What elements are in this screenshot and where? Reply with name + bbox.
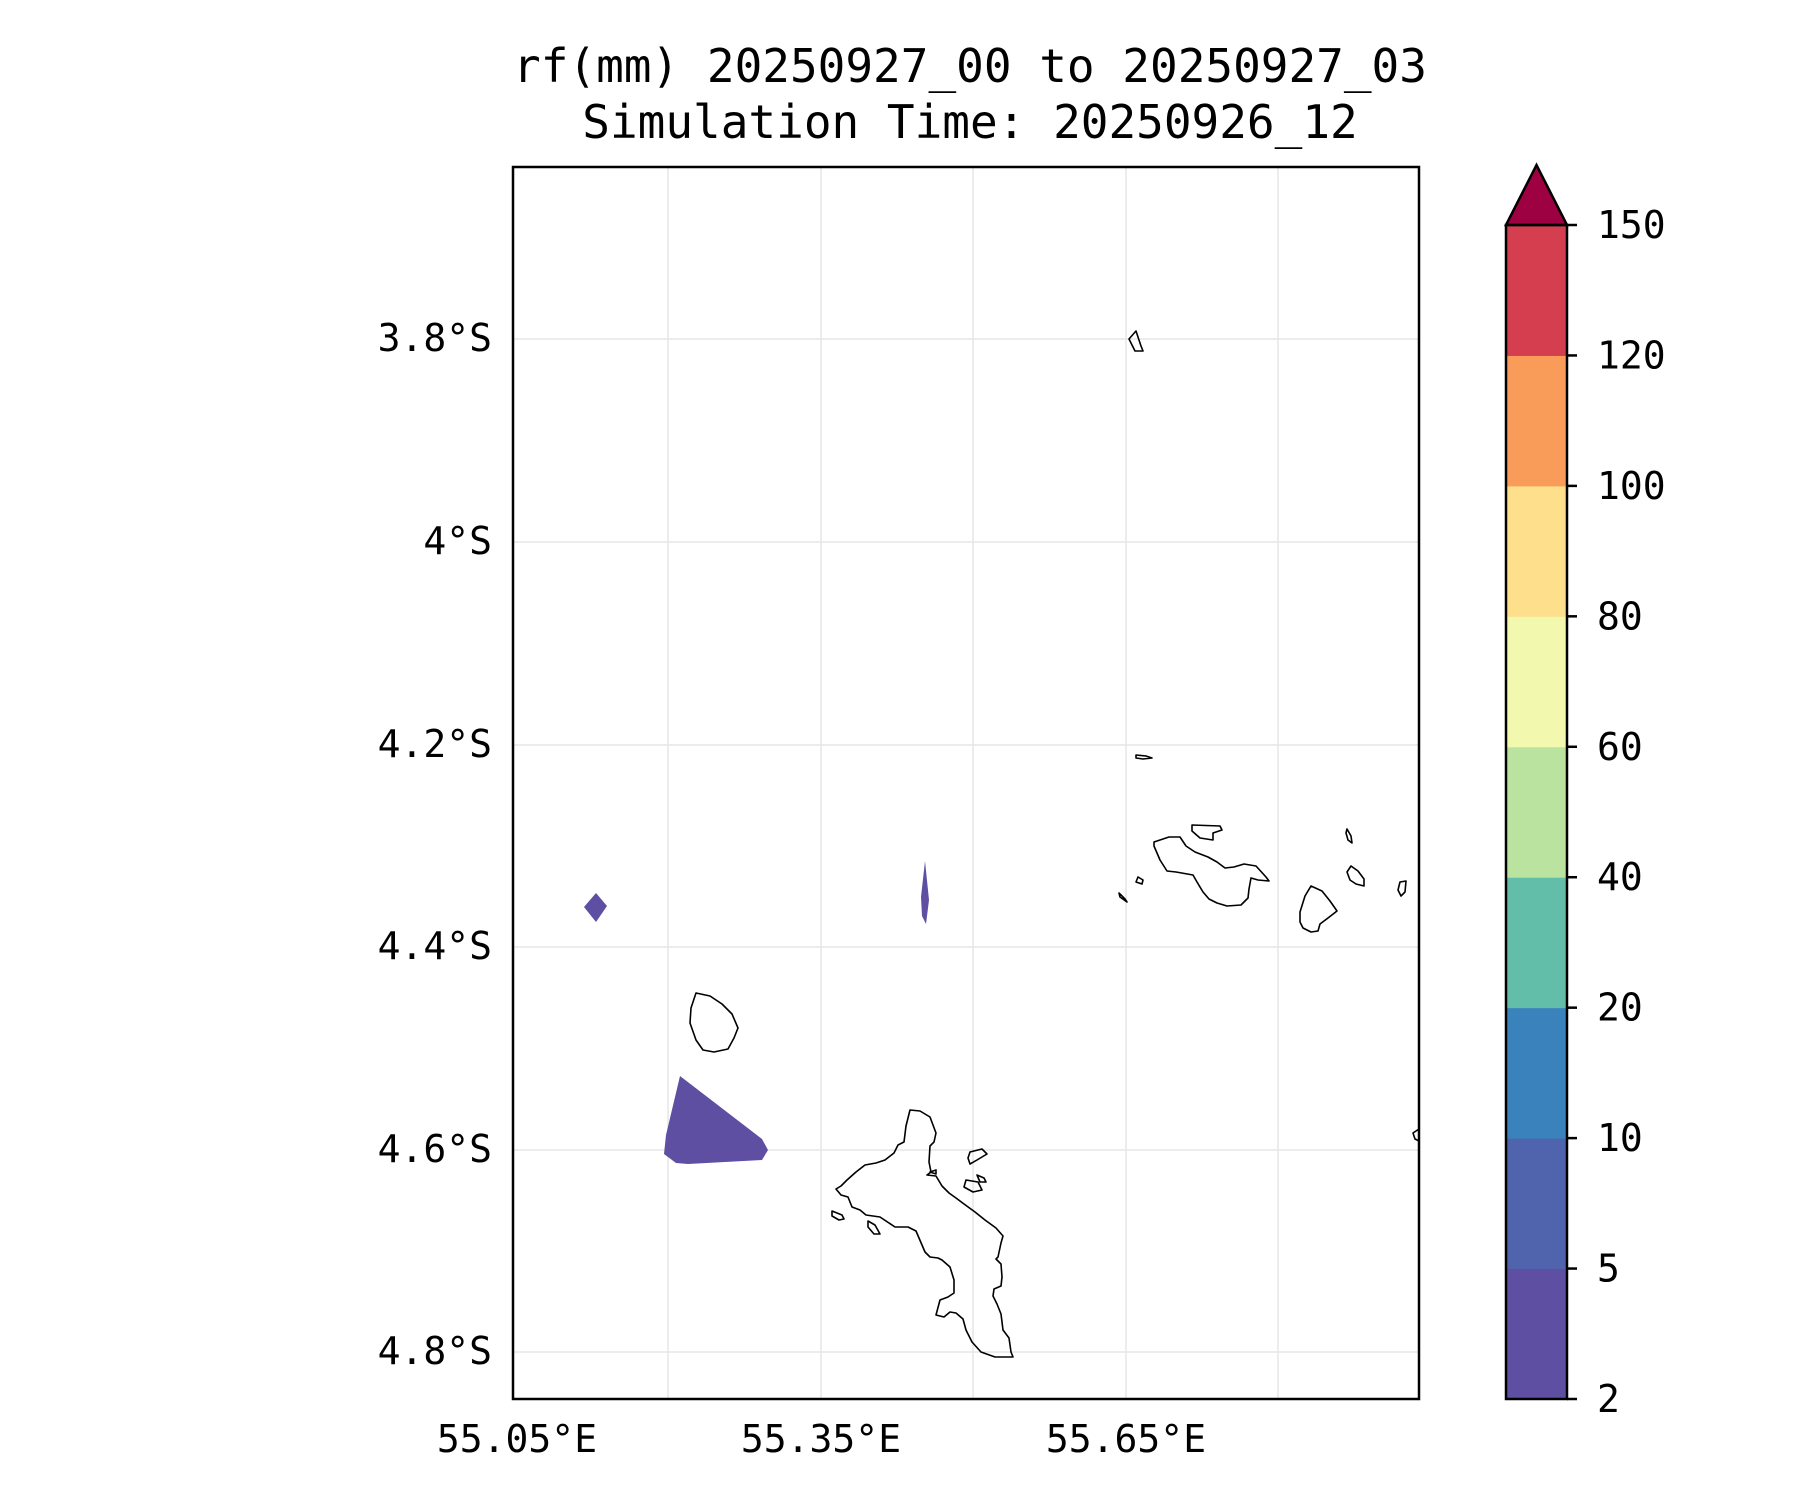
lon-tick-labels: 55.05°E 55.35°E 55.65°E [437, 1417, 1206, 1461]
coast-islet-east-edge [1412, 1128, 1420, 1142]
colorbar-segment [1506, 616, 1567, 748]
coast-islet-conception [867, 1220, 881, 1235]
colorbar-segment [1506, 746, 1567, 878]
coast-islet-cerf [963, 1179, 983, 1193]
coast-islet-grande-soeur [1345, 828, 1353, 844]
colorbar-tick-label: 100 [1597, 464, 1666, 508]
lon-tick-label: 55.35°E [741, 1417, 901, 1461]
coast-la-digue [1299, 885, 1338, 933]
colorbar-segment [1506, 355, 1567, 487]
lat-tick-label: 4°S [423, 519, 492, 563]
colorbar: 2 5 10 20 40 60 80 100 120 150 [1503, 162, 1666, 1421]
rain-patch-west [584, 893, 607, 922]
colorbar-segment [1506, 485, 1567, 617]
coast-islet-cousin [1135, 876, 1144, 885]
colorbar-tick-label: 40 [1597, 855, 1643, 899]
coast-praslin [1153, 836, 1270, 907]
map-panel [511, 165, 1421, 1401]
colorbar-segment [1506, 1007, 1567, 1139]
coast-mahe [835, 1109, 1014, 1358]
coast-islet-therese [831, 1210, 845, 1221]
colorbar-tick-label: 5 [1597, 1247, 1620, 1291]
rain-patch-southwest [664, 1076, 768, 1164]
colorbar-segment [1506, 1138, 1567, 1270]
colorbar-tick-label: 60 [1597, 725, 1643, 769]
colorbar-segment [1506, 877, 1567, 1009]
lon-tick-label: 55.65°E [1046, 1417, 1206, 1461]
coastlines [689, 330, 1420, 1358]
coast-islet-st-anne [967, 1148, 988, 1165]
colorbar-tick-label: 80 [1597, 594, 1643, 638]
coast-islet-aride-south [1135, 754, 1153, 760]
lon-tick-label: 55.05°E [437, 1417, 597, 1461]
rain-patch-center [921, 861, 929, 924]
lat-tick-label: 3.8°S [378, 316, 492, 360]
colorbar-extend-arrow [1503, 162, 1570, 227]
map-background [513, 167, 1419, 1399]
colorbar-segment [1506, 225, 1567, 356]
rainfall-patches [584, 861, 929, 1164]
colorbar-tick-label: 120 [1597, 333, 1666, 377]
lat-tick-label: 4.6°S [378, 1127, 492, 1171]
coast-islet-cousine [1118, 892, 1128, 903]
lat-tick-label: 4.2°S [378, 722, 492, 766]
coast-curieuse [1191, 824, 1223, 841]
colorbar-segment [1506, 1268, 1567, 1400]
gridlines [513, 167, 1419, 1399]
coast-silhouette [689, 992, 739, 1053]
coast-islet-ronde [976, 1174, 987, 1183]
colorbar-tick-label: 2 [1597, 1377, 1620, 1421]
map-frame [511, 165, 1421, 1401]
lat-tick-labels: 3.8°S 4°S 4.2°S 4.4°S 4.6°S 4.8°S [378, 316, 492, 1373]
lat-tick-label: 4.8°S [378, 1329, 492, 1373]
coast-islet-small [929, 1169, 937, 1175]
title-line-1: rf(mm) 20250927_00 to 20250927_03 [513, 39, 1427, 93]
colorbar-tick-label: 20 [1597, 986, 1643, 1030]
coast-islet-north [1128, 330, 1144, 352]
title-line-2: Simulation Time: 20250926_12 [582, 95, 1357, 149]
colorbar-tick-label: 10 [1597, 1116, 1643, 1160]
coast-islet-marianne [1397, 880, 1407, 897]
colorbar-frame [1504, 223, 1569, 1401]
lat-tick-label: 4.4°S [378, 924, 492, 968]
colorbar-tick-label: 150 [1597, 203, 1666, 247]
coast-islet-felicite [1346, 865, 1365, 887]
